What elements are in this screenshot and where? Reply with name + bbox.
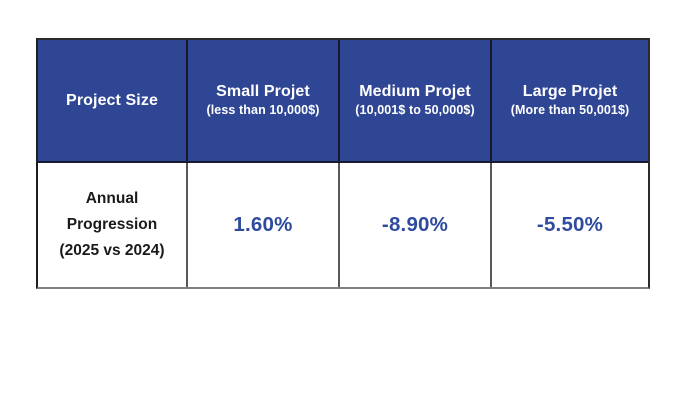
header-cell-project-size: Project Size (38, 40, 188, 163)
row-label-line: Progression (66, 216, 158, 233)
value-cell-medium-project: -8.90% (340, 163, 492, 287)
row-label-cell-annual-progression: Annual Progression (2025 vs 2024) (38, 163, 188, 287)
header-subtitle: (less than 10,000$) (206, 103, 320, 117)
value-text: -8.90% (381, 213, 449, 236)
value-cell-large-project: -5.50% (492, 163, 648, 287)
value-text: 1.60% (233, 213, 293, 236)
value-text: -5.50% (536, 213, 604, 236)
header-subtitle: (10,001$ to 50,000$) (355, 103, 475, 117)
project-progression-table: Project Size Small Projet (less than 10,… (36, 38, 650, 289)
header-cell-large-project: Large Projet (More than 50,001$) (492, 40, 648, 163)
header-title: Medium Projet (359, 83, 471, 100)
header-cell-small-project: Small Projet (less than 10,000$) (188, 40, 340, 163)
header-title: Large Projet (522, 83, 618, 100)
row-label-line: (2025 vs 2024) (59, 242, 165, 259)
row-label-line: Annual (85, 190, 139, 207)
header-title: Project Size (66, 91, 158, 109)
header-subtitle: (More than 50,001$) (510, 103, 630, 117)
header-cell-medium-project: Medium Projet (10,001$ to 50,000$) (340, 40, 492, 163)
value-cell-small-project: 1.60% (188, 163, 340, 287)
header-title: Small Projet (216, 83, 310, 100)
